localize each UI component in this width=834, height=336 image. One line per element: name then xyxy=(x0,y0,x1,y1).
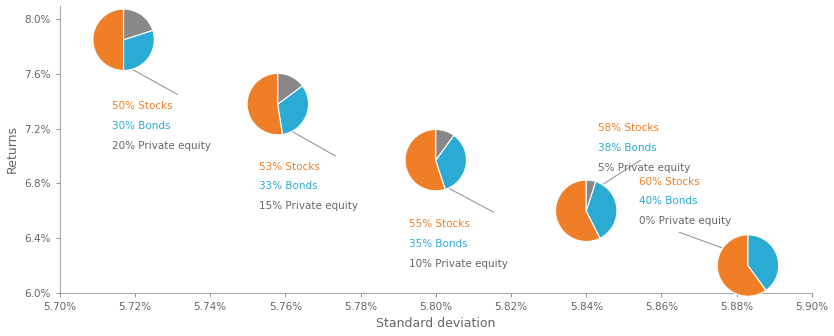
Wedge shape xyxy=(717,235,766,296)
Text: 20% Private equity: 20% Private equity xyxy=(113,141,211,151)
X-axis label: Standard deviation: Standard deviation xyxy=(376,318,495,330)
Text: 55% Stocks: 55% Stocks xyxy=(409,219,470,229)
Wedge shape xyxy=(278,86,309,134)
Text: 0% Private equity: 0% Private equity xyxy=(639,216,731,226)
Text: 38% Bonds: 38% Bonds xyxy=(597,143,656,153)
Wedge shape xyxy=(93,9,123,71)
Text: 35% Bonds: 35% Bonds xyxy=(409,239,468,249)
Text: 5% Private equity: 5% Private equity xyxy=(597,163,690,173)
Wedge shape xyxy=(405,129,445,191)
Text: 33% Bonds: 33% Bonds xyxy=(259,181,318,192)
Wedge shape xyxy=(123,30,154,71)
Text: 60% Stocks: 60% Stocks xyxy=(639,177,700,186)
Text: 53% Stocks: 53% Stocks xyxy=(259,162,320,171)
Text: 58% Stocks: 58% Stocks xyxy=(597,123,658,133)
Text: 30% Bonds: 30% Bonds xyxy=(113,121,171,131)
Text: 40% Bonds: 40% Bonds xyxy=(639,197,697,206)
Wedge shape xyxy=(586,180,595,211)
Wedge shape xyxy=(436,135,466,190)
Wedge shape xyxy=(586,181,617,238)
Text: 50% Stocks: 50% Stocks xyxy=(113,101,173,111)
Text: 15% Private equity: 15% Private equity xyxy=(259,201,358,211)
Wedge shape xyxy=(555,180,600,242)
Wedge shape xyxy=(247,73,283,135)
Y-axis label: Returns: Returns xyxy=(6,125,18,173)
Wedge shape xyxy=(278,73,303,104)
Text: 10% Private equity: 10% Private equity xyxy=(409,259,509,269)
Wedge shape xyxy=(123,9,153,40)
Wedge shape xyxy=(748,235,779,290)
Wedge shape xyxy=(436,129,454,160)
